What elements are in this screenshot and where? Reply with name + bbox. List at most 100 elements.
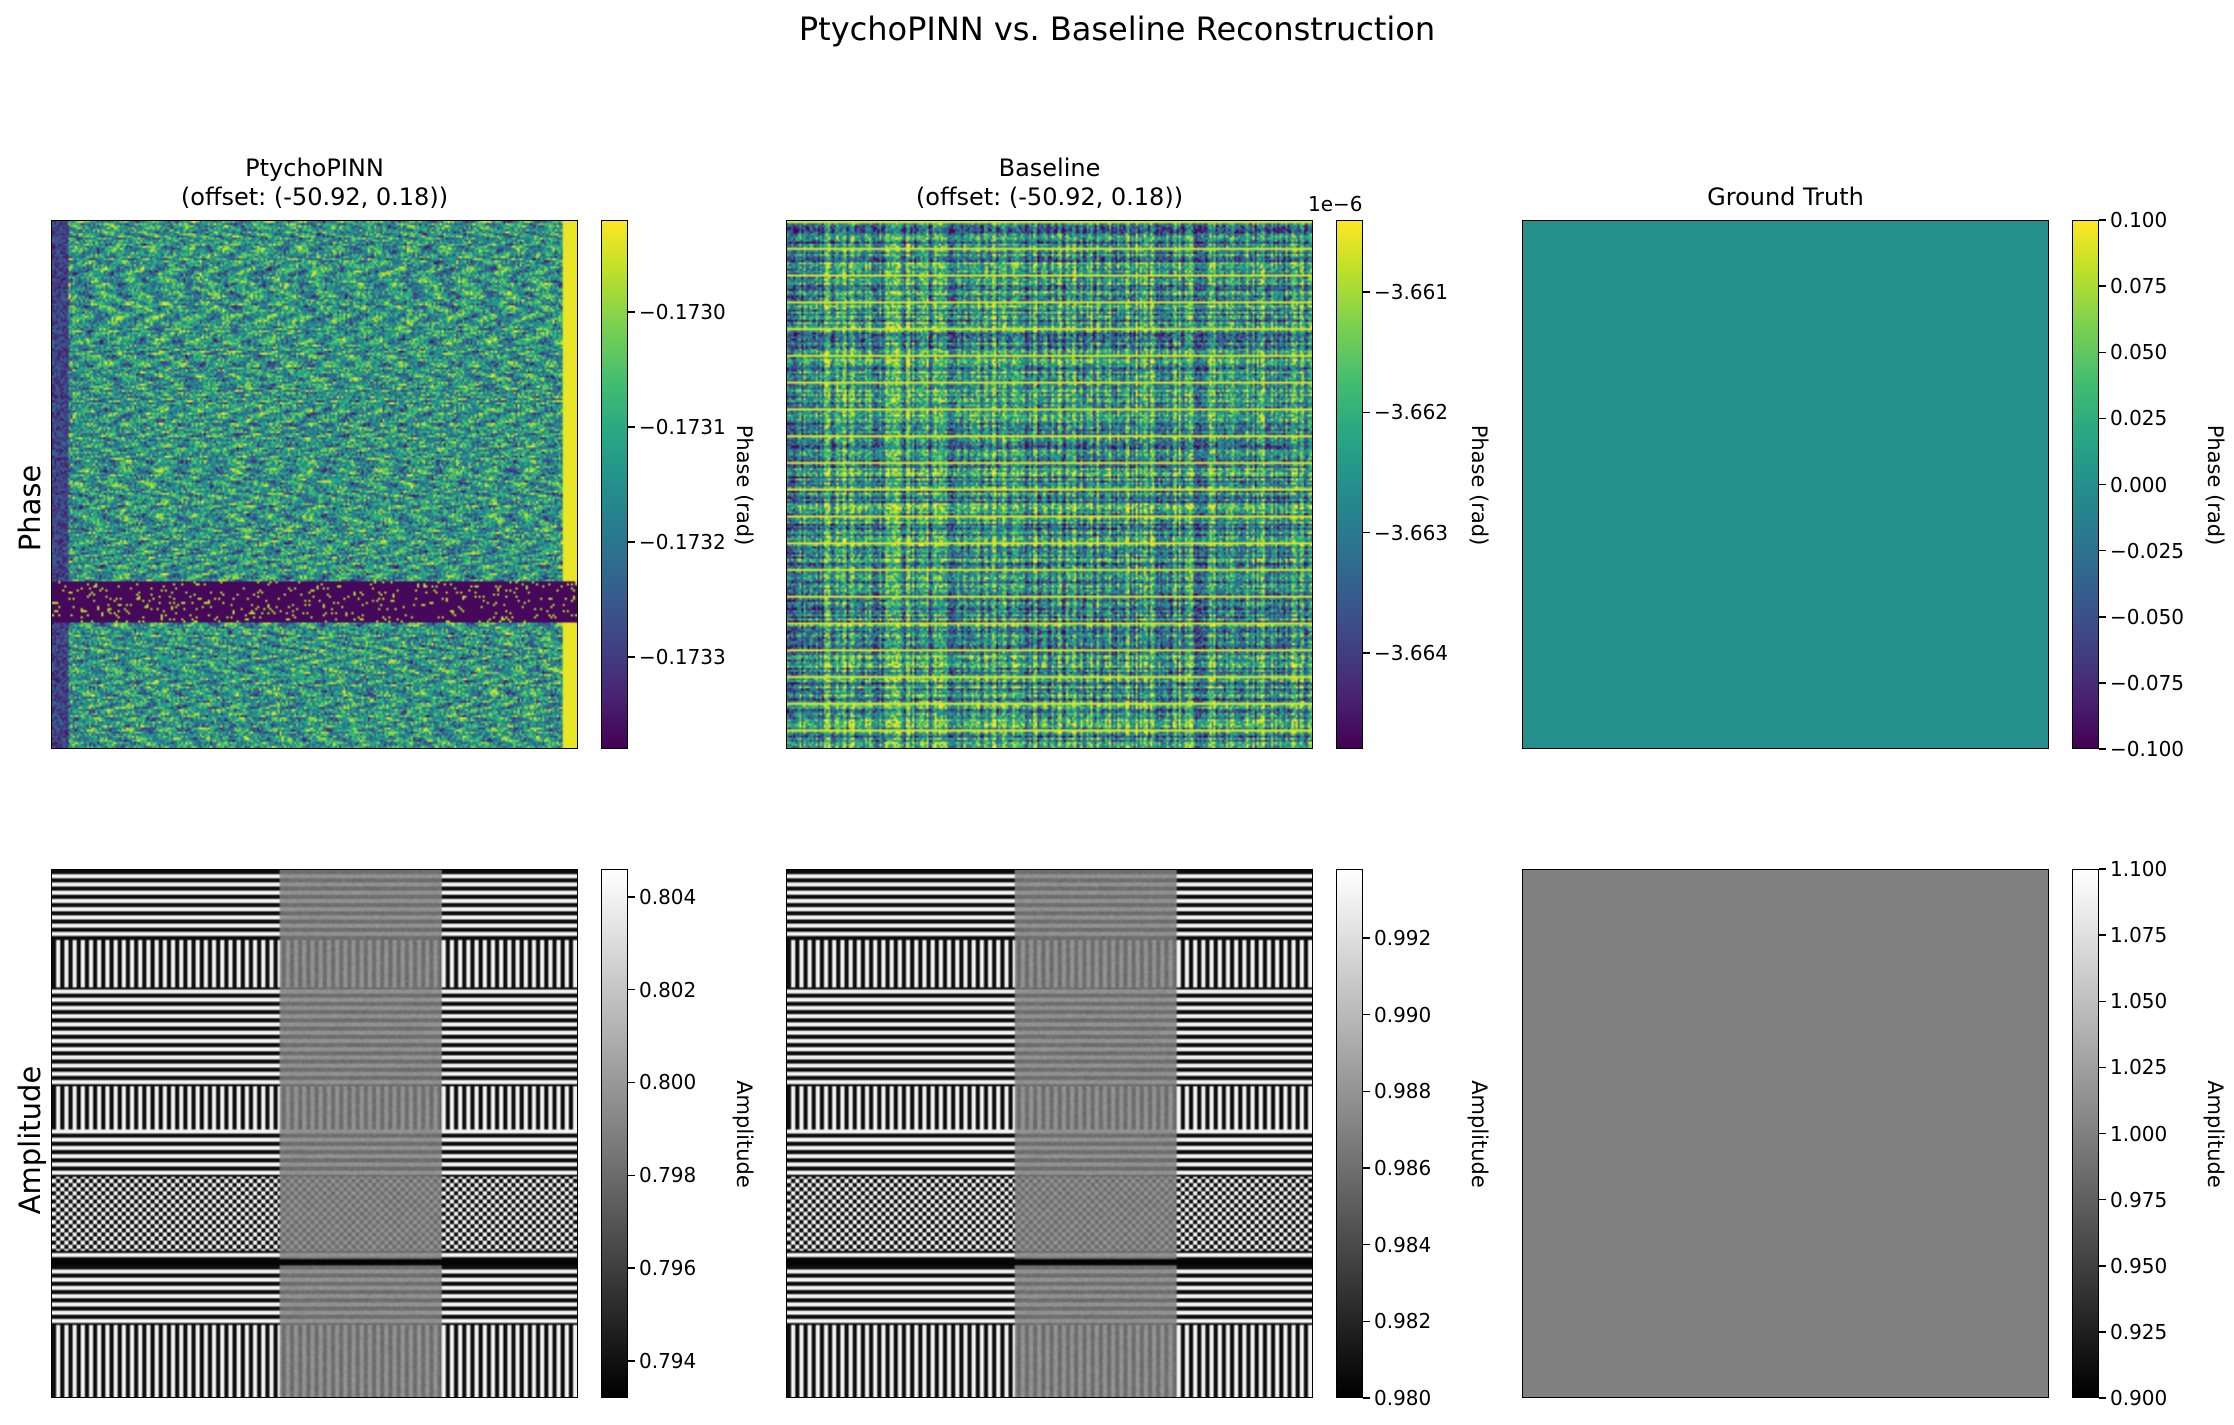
colorbar-tick: [1363, 652, 1370, 654]
colorbar-tick: [2099, 934, 2106, 936]
colorbar-tick-label: 0.000: [2110, 472, 2168, 497]
colorbar-tick: [628, 1360, 635, 1362]
image-pinn-amp: [51, 869, 578, 1398]
colorbar-tick-label: 0.802: [639, 977, 697, 1002]
colorbar-tick-label: 1.000: [2110, 1121, 2168, 1146]
colorbar-tick-label: 1.075: [2110, 923, 2168, 948]
colorbar-tick-label: 0.950: [2110, 1253, 2168, 1278]
colorbar-tick: [2099, 483, 2106, 486]
figure-title: PtychoPINN vs. Baseline Reconstruction: [798, 10, 1436, 48]
colorbar-tick-label: 0.980: [1374, 1386, 1432, 1410]
colorbar-tick: [1363, 1090, 1370, 1093]
colorbar-tick-label: −0.1731: [639, 415, 726, 439]
colorbar-label: Phase (rad): [1467, 424, 1491, 545]
colorbar-tick: [628, 988, 635, 991]
colorbar-tick: [1363, 1397, 1370, 1399]
row-label-amplitude: Amplitude: [13, 1065, 47, 1215]
colorbar-tick: [628, 1174, 635, 1176]
colorbar-tick-label: 0.992: [1374, 926, 1432, 950]
colorbar-tick: [2099, 1265, 2106, 1267]
colorbar-tick: [628, 1081, 635, 1084]
image-pixels: [787, 870, 1312, 1397]
colorbar-tick: [2099, 1000, 2106, 1002]
colorbar-tick-label: −0.050: [2110, 604, 2185, 629]
row-label-phase: Phase: [13, 464, 47, 552]
colorbar-tick-label: 0.982: [1374, 1309, 1432, 1334]
image-pixels: [52, 870, 577, 1397]
colorbar-tick-label: 0.986: [1374, 1156, 1432, 1180]
colorbar-tick-label: 0.100: [2110, 208, 2168, 232]
image-baseline-phase: [786, 220, 1313, 749]
image-pinn-phase: [51, 220, 578, 749]
colorbar-tick: [2099, 1198, 2106, 1201]
image-truth-phase: [1522, 220, 2049, 749]
colorbar-tick: [2099, 1331, 2106, 1333]
colorbar-baseline-amp: [1336, 869, 1363, 1398]
colorbar-tick-label: 0.800: [639, 1070, 697, 1095]
colorbar-tick: [628, 311, 635, 313]
colorbar-tick-label: 0.798: [639, 1163, 697, 1188]
colorbar-tick: [628, 426, 635, 428]
colorbar-tick-label: 0.804: [639, 884, 697, 909]
colorbar-tick-label: 0.975: [2110, 1187, 2168, 1212]
colorbar-pinn-amp: [601, 869, 628, 1398]
colorbar-tick-label: 0.990: [1374, 1002, 1432, 1027]
colorbar-tick-label: 0.025: [2110, 406, 2168, 431]
colorbar-tick: [2099, 1132, 2106, 1135]
colorbar-tick: [2099, 351, 2106, 353]
colorbar-tick-label: −3.664: [1374, 640, 1449, 665]
colorbar-tick-label: −0.1730: [639, 300, 726, 324]
colorbar-tick-label: −0.1732: [639, 530, 726, 554]
colorbar-tick-label: −0.1733: [639, 645, 726, 669]
colorbar-tick: [2099, 417, 2106, 420]
image-pixels: [52, 221, 577, 748]
colorbar-tick: [1363, 1013, 1370, 1016]
colorbar-tick: [2099, 748, 2106, 750]
colorbar-tick: [628, 896, 635, 898]
colorbar-tick: [628, 541, 635, 543]
colorbar-label: Amplitude: [2203, 1079, 2227, 1188]
colorbar-tick: [1363, 1167, 1370, 1169]
colorbar-tick: [2099, 1066, 2106, 1069]
colorbar-tick: [1363, 1243, 1370, 1246]
colorbar-tick: [628, 1267, 635, 1269]
colorbar-tick-label: −0.025: [2110, 538, 2185, 563]
image-pixels: [787, 221, 1312, 748]
colorbar-tick-label: 1.025: [2110, 1055, 2168, 1080]
colorbar-tick-label: −3.662: [1374, 400, 1449, 425]
colorbar-tick: [1363, 411, 1370, 414]
colorbar-tick-label: 0.075: [2110, 274, 2168, 299]
colorbar-tick-label: −0.100: [2110, 737, 2185, 761]
colorbar-truth-amp: [2072, 869, 2099, 1398]
colorbar-tick: [2099, 868, 2106, 870]
panel-title: Baseline (offset: (-50.92, 0.18)): [915, 154, 1184, 211]
image-pixels: [1523, 221, 2048, 748]
colorbar-pinn-phase: [601, 220, 628, 749]
colorbar-tick-label: 0.900: [2110, 1386, 2168, 1410]
colorbar-multiplier: 1e−6: [1308, 192, 1363, 216]
colorbar-tick-label: 0.050: [2110, 340, 2168, 365]
colorbar-tick-label: −3.663: [1374, 520, 1449, 545]
colorbar-tick: [2099, 682, 2106, 684]
colorbar-tick-label: 1.050: [2110, 989, 2168, 1014]
colorbar-tick: [2099, 219, 2106, 221]
colorbar-label: Phase (rad): [732, 424, 756, 545]
colorbar-tick: [2099, 549, 2106, 552]
panel-title: Ground Truth: [1707, 183, 1864, 211]
colorbar-tick: [1363, 291, 1370, 293]
colorbar-tick-label: 0.984: [1374, 1232, 1432, 1257]
image-truth-amp: [1522, 869, 2049, 1398]
colorbar-tick: [2099, 616, 2106, 618]
colorbar-tick: [1363, 937, 1370, 939]
image-baseline-amp: [786, 869, 1313, 1398]
colorbar-label: Phase (rad): [2203, 424, 2227, 545]
colorbar-tick-label: 1.100: [2110, 857, 2168, 881]
colorbar-tick: [2099, 285, 2106, 287]
colorbar-tick: [628, 656, 635, 658]
colorbar-tick-label: 0.925: [2110, 1319, 2168, 1344]
colorbar-tick-label: 0.794: [639, 1348, 697, 1373]
colorbar-tick: [1363, 1320, 1370, 1323]
colorbar-baseline-phase: [1336, 220, 1363, 749]
colorbar-truth-phase: [2072, 220, 2099, 749]
